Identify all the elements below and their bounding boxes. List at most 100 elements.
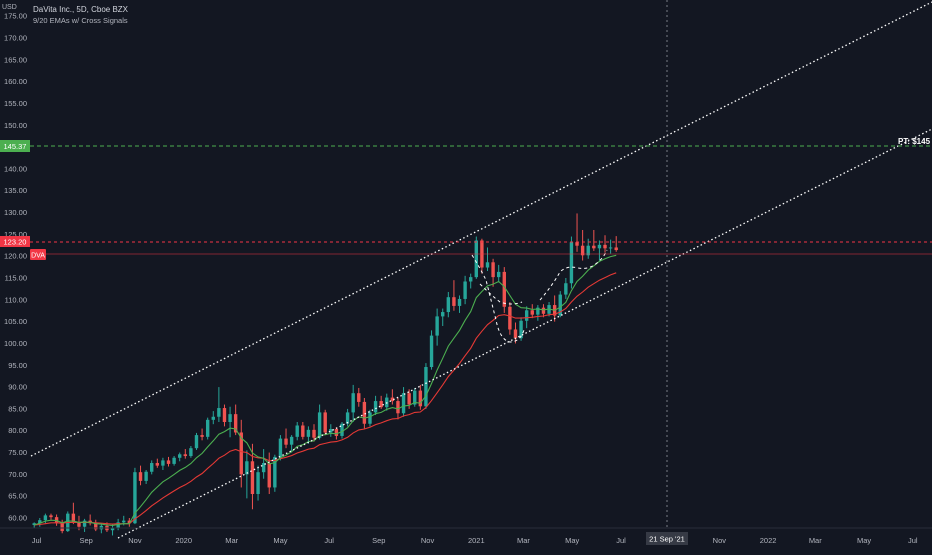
time-tick-label: 2022	[760, 536, 777, 545]
candle-body	[222, 408, 227, 422]
candle-body	[133, 472, 137, 524]
candle-body	[284, 438, 288, 445]
target-annotation[interactable]: PT: $145	[898, 137, 931, 146]
candle-body	[189, 448, 193, 457]
price-tick-label: 155.00	[4, 99, 27, 108]
time-tick-label: 2021	[468, 536, 485, 545]
candle-body	[541, 307, 546, 314]
candle-body	[608, 247, 613, 249]
chart-title[interactable]: DaVita Inc., 5D, Cboe BZX	[33, 5, 129, 14]
candle-body	[166, 460, 171, 464]
candle-body	[306, 429, 311, 437]
candle-body	[446, 297, 451, 313]
candle-body	[351, 393, 355, 413]
candle-body	[32, 523, 36, 525]
price-tick-label: 140.00	[4, 164, 27, 173]
indicator-label[interactable]: 9/20 EMAs w/ Cross Signals	[33, 16, 128, 25]
time-tick-label: Jul	[324, 536, 334, 545]
candle-body	[586, 245, 590, 256]
candle-body	[211, 416, 215, 420]
candle-body	[178, 454, 182, 458]
candle-body	[368, 412, 372, 424]
candle-body	[390, 397, 395, 402]
candle-body	[362, 401, 367, 424]
time-tick-label: Nov	[713, 536, 727, 545]
candle-body	[267, 463, 271, 488]
candle-body	[524, 310, 529, 321]
current-price-tag-text: 123.20	[4, 238, 27, 247]
price-tick-label: 75.00	[8, 448, 27, 457]
candle-body	[474, 240, 479, 278]
time-tick-label: May	[565, 536, 579, 545]
price-tick-label: 90.00	[8, 383, 27, 392]
candle-body	[592, 245, 596, 249]
candle-body	[502, 271, 506, 307]
candle-body	[295, 425, 299, 437]
current-price-tag	[0, 236, 30, 247]
candle-body	[77, 522, 81, 527]
candle-body	[43, 515, 48, 521]
candle-body	[150, 463, 154, 472]
candle-body	[155, 463, 160, 466]
channel-upper-trendline[interactable]	[30, 1, 932, 457]
candle-body	[334, 428, 339, 436]
price-tick-label: 135.00	[4, 186, 27, 195]
candle-body	[530, 310, 534, 315]
candle-body	[441, 312, 445, 317]
candle-body	[379, 401, 383, 408]
candle-body	[233, 414, 238, 433]
time-tick-label: Mar	[225, 536, 238, 545]
time-tick-label: Sep	[79, 536, 92, 545]
candle-body	[329, 428, 333, 433]
candle-body	[513, 329, 518, 339]
currency-label: USD	[2, 4, 17, 11]
candle-body	[289, 436, 294, 445]
candle-body	[536, 307, 540, 315]
crosshair-time-tag	[646, 532, 688, 545]
candle-body	[94, 523, 98, 530]
candle-body	[194, 435, 199, 449]
candle-body	[496, 271, 501, 278]
candle-body	[463, 281, 467, 299]
price-tick-label: 110.00	[5, 295, 27, 304]
candle-body	[597, 244, 602, 249]
candle-body	[413, 390, 417, 405]
price-tick-label: 125.00	[4, 230, 27, 239]
time-tick-label: Sep	[372, 536, 385, 545]
price-tick-label: 170.00	[4, 34, 27, 43]
time-tick-label: May	[857, 536, 871, 545]
candle-body	[301, 425, 305, 437]
pattern-curve-right[interactable]	[539, 249, 608, 301]
price-tick-label: 105.00	[4, 317, 27, 326]
candle-body	[407, 393, 411, 405]
candle-body	[122, 520, 126, 523]
pattern-curve-inner[interactable]	[479, 283, 523, 305]
candle-body	[519, 320, 523, 339]
price-tick-label: 160.00	[4, 77, 27, 86]
candle-body	[256, 472, 260, 494]
candle-body	[82, 520, 87, 527]
pattern-curve-left[interactable]	[471, 254, 525, 343]
time-tick-label: Mar	[517, 536, 530, 545]
candle-body	[357, 393, 361, 402]
price-axis-panel[interactable]	[0, 0, 30, 528]
candle-body	[172, 457, 176, 464]
candle-body	[273, 456, 277, 488]
candle-body	[261, 463, 266, 473]
time-tick-label: May	[273, 536, 287, 545]
candle-body	[485, 262, 490, 268]
candle-body	[614, 247, 618, 251]
candle-body	[161, 460, 165, 466]
crosshair-time-label: 21 Sep '21	[649, 535, 685, 544]
candle-body	[38, 520, 42, 524]
candle-body	[312, 429, 316, 438]
price-tick-label: 70.00	[8, 470, 27, 479]
candle-body	[564, 283, 568, 295]
candle-body	[396, 401, 400, 414]
target-price-tag	[0, 140, 30, 152]
candle-body	[452, 297, 456, 306]
ema-fast-line	[34, 254, 617, 526]
